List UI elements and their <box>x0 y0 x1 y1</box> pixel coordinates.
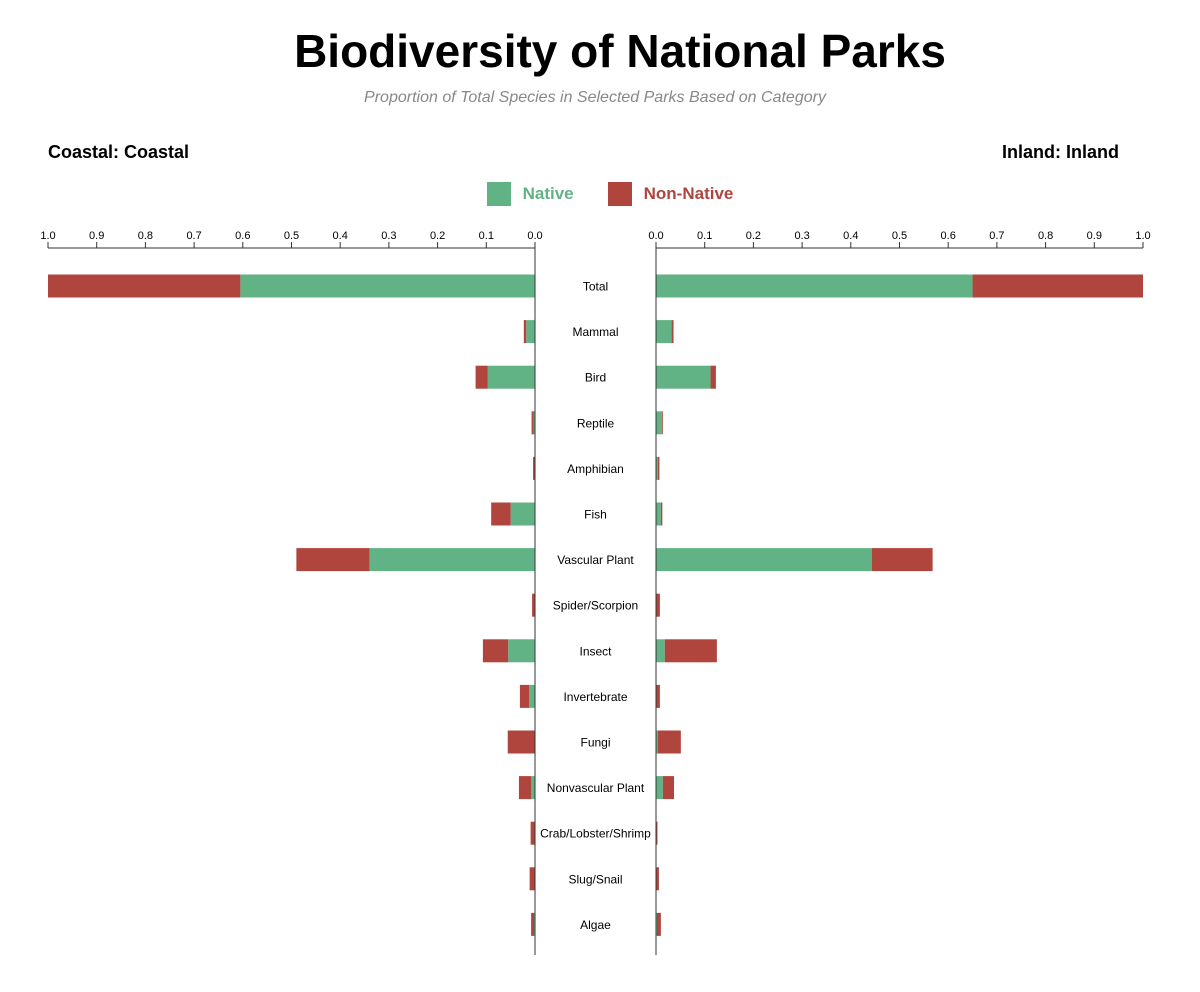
bar-right-nonvascular-plant-non-native <box>662 776 675 800</box>
category-label-total: Total <box>583 280 608 294</box>
legend-label-native: Native <box>522 184 574 203</box>
bar-left-mammal-native <box>526 320 535 344</box>
chart-title: Biodiversity of National Parks <box>294 25 946 77</box>
legend-swatch-native <box>486 182 511 206</box>
category-label-bird: Bird <box>585 371 606 385</box>
bar-left-bird-non-native <box>475 365 488 389</box>
bar-left-insect-native <box>508 639 535 663</box>
bar-left-algae-non-native <box>531 912 535 936</box>
right-tick-label: 0.9 <box>1087 230 1102 242</box>
bar-left-amphibian-non-native <box>533 456 535 480</box>
category-label-amphibian: Amphibian <box>567 462 624 476</box>
bar-left-total-non-native <box>48 274 241 298</box>
category-label-spider-scorpion: Spider/Scorpion <box>553 599 638 613</box>
left-tick-label: 0.6 <box>235 230 250 242</box>
bar-left-spider-scorpion-non-native <box>532 593 535 617</box>
right-tick-label: 0.4 <box>843 230 858 242</box>
bar-right-insect-non-native <box>664 639 717 663</box>
category-label-fish: Fish <box>584 508 607 522</box>
bar-right-invertebrate-non-native <box>656 684 660 708</box>
bar-right-fungi-native <box>656 730 658 754</box>
bar-left-invertebrate-non-native <box>519 684 530 708</box>
bar-right-vascular-plant-native <box>656 548 872 572</box>
right-panel-label: Inland: Inland <box>1002 142 1119 162</box>
left-tick-label: 0.9 <box>89 230 104 242</box>
category-label-fungi: Fungi <box>580 736 610 750</box>
bar-right-nonvascular-plant-native <box>656 776 663 800</box>
left-panel-label: Coastal: Coastal <box>48 142 190 162</box>
left-tick-label: 0.5 <box>284 230 299 242</box>
bar-left-nonvascular-plant-non-native <box>518 776 532 800</box>
left-tick-label: 0.0 <box>527 230 542 242</box>
category-label-reptile: Reptile <box>577 416 615 430</box>
category-label-nonvascular-plant: Nonvascular Plant <box>547 781 645 795</box>
bar-left-reptile-native <box>533 411 535 435</box>
bar-right-reptile-native <box>656 411 662 435</box>
category-label-slug-snail: Slug/Snail <box>568 872 622 886</box>
bar-right-fungi-non-native <box>657 730 681 754</box>
left-tick-label: 0.2 <box>430 230 445 242</box>
bar-right-slug-snail-non-native <box>656 867 659 891</box>
left-tick-label: 0.3 <box>381 230 396 242</box>
bar-left-vascular-plant-non-native <box>296 548 370 572</box>
legend-swatch-non-native <box>607 182 632 206</box>
right-tick-label: 0.1 <box>697 230 712 242</box>
category-label-mammal: Mammal <box>572 325 618 339</box>
right-tick-label: 1.0 <box>1135 230 1150 242</box>
right-tick-label: 0.2 <box>746 230 761 242</box>
bar-right-spider-scorpion-non-native <box>656 593 660 617</box>
category-label-crab-lobster-shrimp: Crab/Lobster/Shrimp <box>540 827 651 841</box>
legend-item-native[interactable]: Native <box>486 182 574 206</box>
left-tick-label: 1.0 <box>40 230 55 242</box>
bar-right-bird-native <box>656 365 711 389</box>
bar-right-algae-non-native <box>656 912 661 936</box>
category-label-algae: Algae <box>580 918 611 932</box>
category-label-vascular-plant: Vascular Plant <box>557 553 634 567</box>
chart-subtitle: Proportion of Total Species in Selected … <box>364 89 826 106</box>
bar-left-total-native <box>240 274 536 298</box>
left-tick-label: 0.1 <box>479 230 494 242</box>
category-label-insect: Insect <box>579 644 612 658</box>
right-tick-label: 0.8 <box>1038 230 1053 242</box>
bar-left-insect-non-native <box>482 639 509 663</box>
bar-right-vascular-plant-non-native <box>871 548 933 572</box>
bar-right-fish-non-native <box>660 502 663 526</box>
bar-right-amphibian-non-native <box>657 456 660 480</box>
bar-left-slug-snail-non-native <box>529 867 535 891</box>
bar-left-bird-native <box>487 365 535 389</box>
bar-right-total-native <box>656 274 973 298</box>
left-tick-label: 0.4 <box>333 230 348 242</box>
right-tick-label: 0.5 <box>892 230 907 242</box>
bar-left-fungi-non-native <box>507 730 535 754</box>
legend: Native Non-Native <box>0 182 1200 206</box>
bar-left-vascular-plant-native <box>369 548 535 572</box>
right-tick-label: 0.6 <box>941 230 956 242</box>
bar-right-mammal-native <box>656 320 672 344</box>
right-tick-label: 0.0 <box>648 230 663 242</box>
legend-label-non-native: Non-Native <box>643 184 734 203</box>
bar-left-mammal-non-native <box>523 320 527 344</box>
bar-right-fish-native <box>656 502 661 526</box>
bar-left-fish-native <box>510 502 535 526</box>
category-label-invertebrate: Invertebrate <box>563 690 627 704</box>
left-tick-label: 0.8 <box>138 230 153 242</box>
bar-right-mammal-non-native <box>671 320 674 344</box>
legend-item-non-native[interactable]: Non-Native <box>607 182 734 206</box>
bar-right-reptile-non-native <box>661 411 663 435</box>
left-tick-label: 0.7 <box>186 230 201 242</box>
right-tick-label: 0.3 <box>794 230 809 242</box>
bar-right-total-non-native <box>972 274 1143 298</box>
right-tick-label: 0.7 <box>989 230 1004 242</box>
bar-right-insect-native <box>656 639 665 663</box>
bar-right-amphibian-native <box>656 456 658 480</box>
bar-left-invertebrate-native <box>529 684 535 708</box>
bar-left-crab-lobster-shrimp-non-native <box>530 821 535 845</box>
bar-left-reptile-non-native <box>531 411 534 435</box>
bar-right-crab-lobster-shrimp-non-native <box>656 821 658 845</box>
bar-right-bird-non-native <box>710 365 716 389</box>
bar-left-fish-non-native <box>491 502 511 526</box>
bar-left-nonvascular-plant-native <box>531 776 535 800</box>
